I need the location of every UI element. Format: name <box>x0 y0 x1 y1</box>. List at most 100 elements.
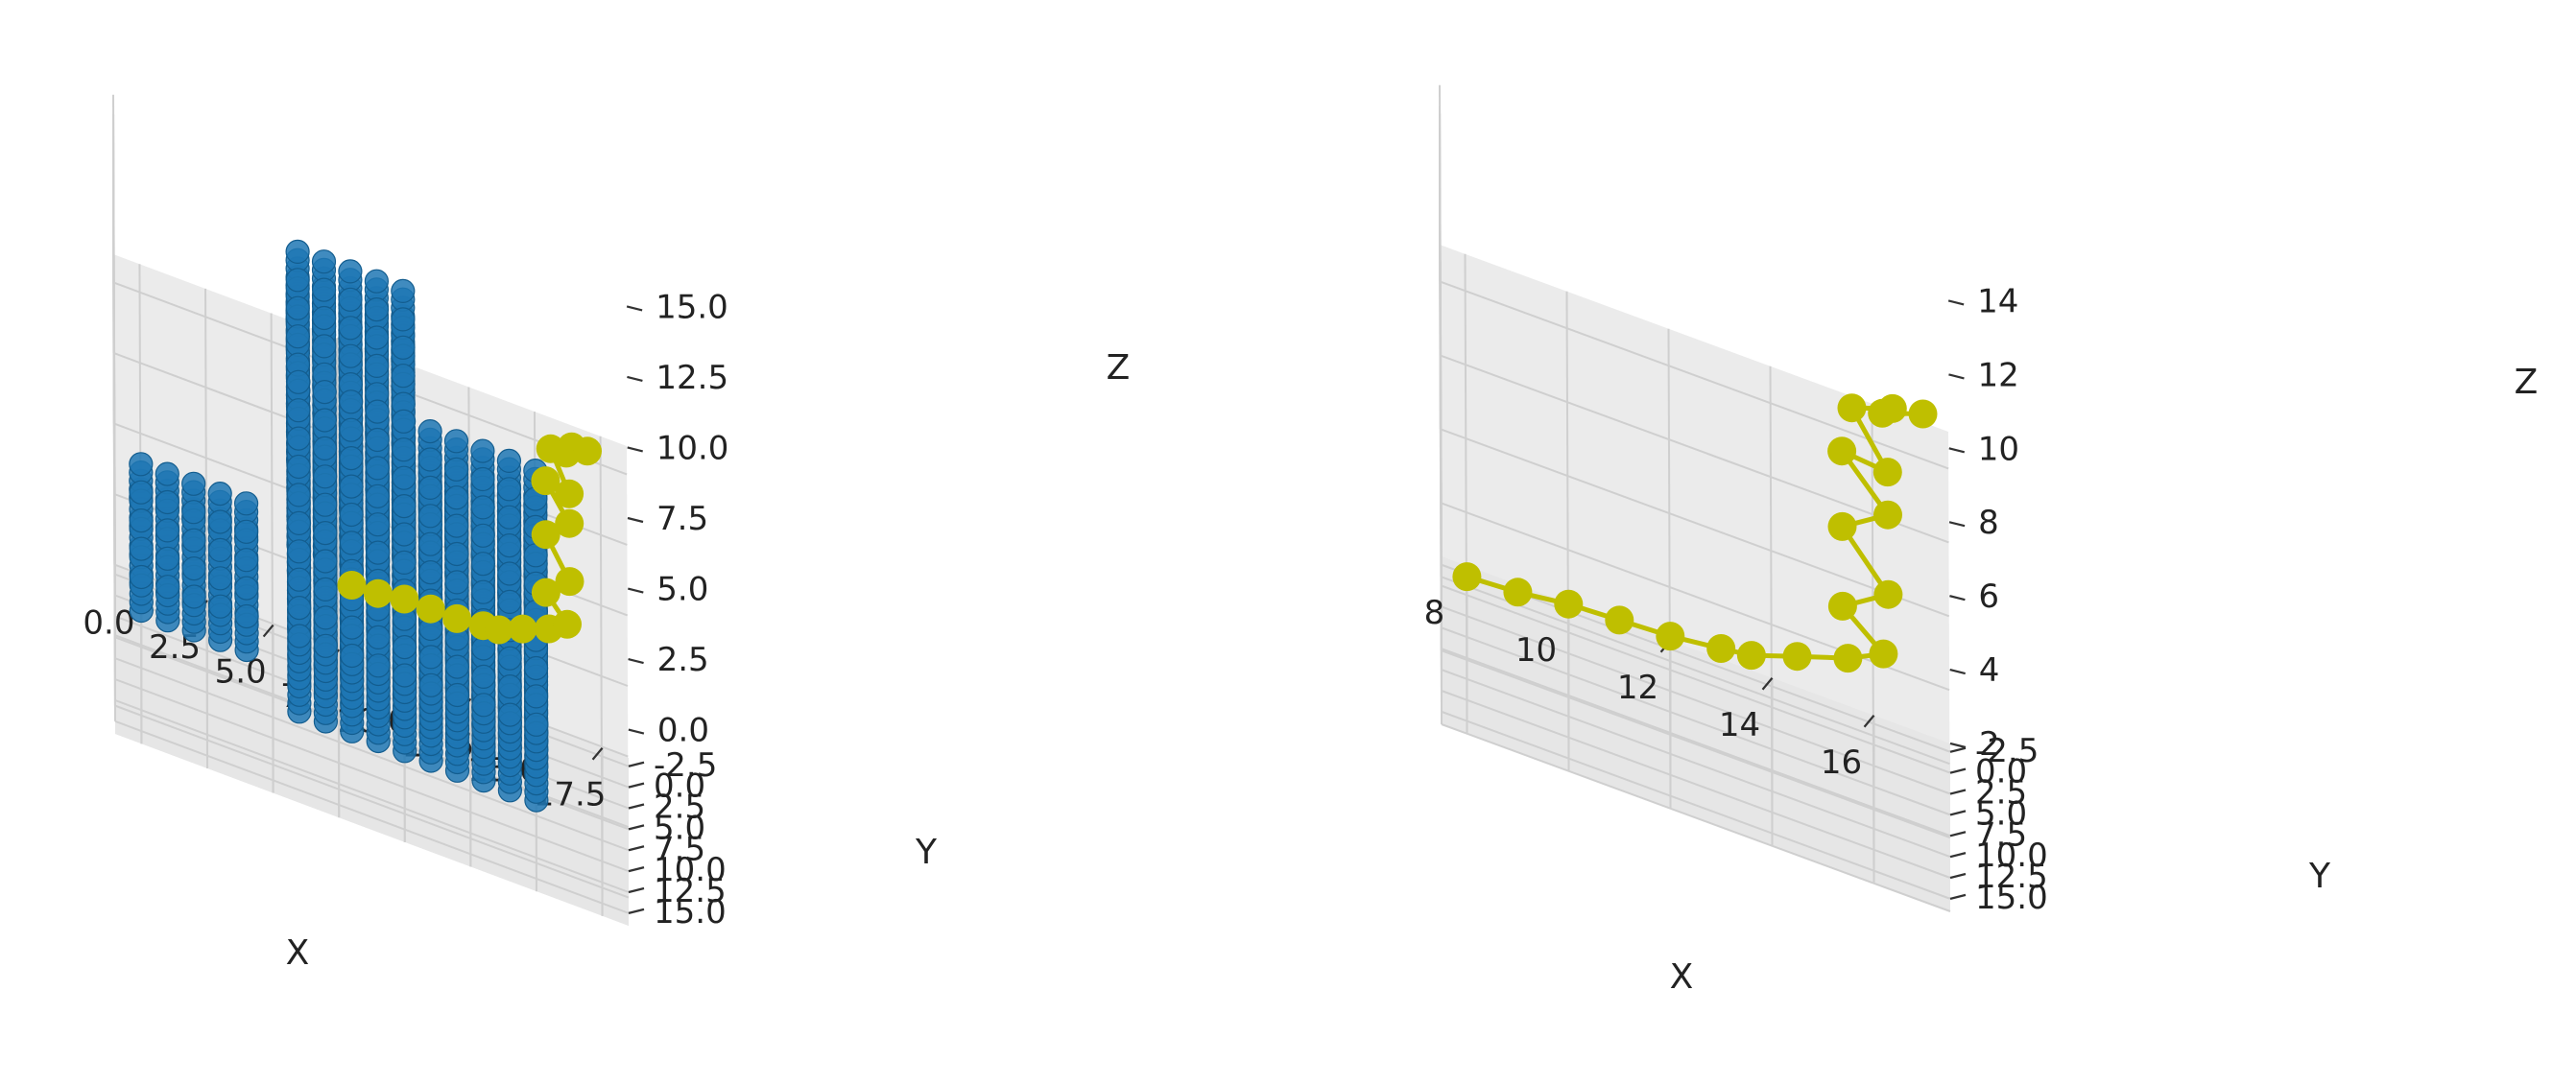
y-tick <box>1949 893 1967 900</box>
voxel-point <box>470 466 495 492</box>
y-tick <box>1949 767 1967 774</box>
voxel-point <box>313 549 338 574</box>
voxel-point <box>366 653 391 678</box>
voxel-point <box>470 579 496 604</box>
voxel-point <box>470 495 495 520</box>
path-point <box>1827 511 1857 541</box>
axis-ticks: 0.02.55.07.510.012.515.017.5-2.50.02.55.… <box>83 288 728 931</box>
voxel-point <box>366 512 391 537</box>
voxel-point <box>286 398 311 423</box>
grid-line-z <box>1440 428 1950 618</box>
z-tick <box>1949 595 1966 601</box>
y-tick-label: 0.0 <box>1975 753 2027 791</box>
path-point <box>1868 398 1897 428</box>
grid-line-x <box>1667 328 1672 809</box>
voxel-point <box>155 546 180 571</box>
voxel-point <box>285 295 310 320</box>
grid-line-y <box>114 719 630 914</box>
path-point <box>1706 634 1736 663</box>
z-tick-label: 6 <box>1978 578 1999 616</box>
z-tick <box>1948 447 1966 454</box>
z-tick <box>627 516 644 524</box>
path-point <box>1827 591 1857 621</box>
grid-line-y <box>1441 710 1951 900</box>
y-tick-label: -2.5 <box>654 746 717 785</box>
voxel-point <box>234 603 259 629</box>
voxel-point <box>286 510 312 536</box>
path-point <box>552 438 582 468</box>
voxel-point <box>392 550 417 576</box>
voxel-point <box>155 461 179 486</box>
grid-line-y <box>1441 690 1951 879</box>
x-tick <box>591 747 604 761</box>
y-tick <box>1949 746 1967 753</box>
y-tick <box>628 803 645 810</box>
voxel-point <box>181 471 206 496</box>
z-tick-label: 8 <box>1978 504 1999 542</box>
path-point <box>531 466 561 496</box>
grid-line-z <box>1439 280 1949 470</box>
path-point <box>531 578 561 607</box>
voxel-point <box>418 672 443 697</box>
voxel-point <box>391 307 416 332</box>
voxel-point <box>444 570 469 595</box>
voxel-point <box>207 566 233 591</box>
voxel-point <box>287 624 312 649</box>
grid-line-z <box>1441 723 1951 912</box>
z-tick-label: 10.0 <box>656 429 729 467</box>
path-point <box>573 436 602 466</box>
path-point <box>1873 500 1902 530</box>
grid-line-y <box>114 657 630 852</box>
path-point <box>1908 399 1938 429</box>
path-point <box>1452 562 1482 592</box>
path-point <box>555 567 584 597</box>
voxel-point <box>365 353 390 378</box>
voxel-point <box>497 532 522 558</box>
y-tick-label: 15.0 <box>654 893 727 932</box>
x-tick-label: 16 <box>1821 743 1862 782</box>
y-tick <box>628 782 645 789</box>
x-tick <box>1761 677 1774 691</box>
voxel-point <box>312 380 337 405</box>
grid-line-y <box>1441 626 1951 816</box>
voxel-point <box>391 335 416 360</box>
path-point <box>416 594 445 624</box>
z-tick-label: 14 <box>1977 282 2018 320</box>
voxel-point <box>339 446 364 471</box>
voxel-point <box>313 633 338 658</box>
voxel-point <box>497 673 522 699</box>
voxel-point <box>392 437 417 462</box>
voxel-point <box>365 456 390 481</box>
voxel-point <box>392 493 417 519</box>
voxel-point <box>391 278 416 303</box>
path-point <box>1827 436 1857 466</box>
y-tick-label: 2.5 <box>1975 774 2027 813</box>
z-tick-label: 7.5 <box>656 500 708 538</box>
voxel-point <box>313 492 338 517</box>
voxel-point <box>181 555 206 581</box>
voxel-point <box>313 520 338 546</box>
path-point <box>1736 641 1766 671</box>
z-tick-label: 4 <box>1979 651 2000 690</box>
voxel-point <box>497 561 522 586</box>
voxel-point <box>207 509 232 534</box>
right-plot-canvas: 8 10 12 14 16 -2.50.02.55.07.510.012.515.0 2 4 6… <box>1424 77 2538 997</box>
x-tick-label: 8 <box>1424 594 1445 632</box>
voxel-point <box>444 485 469 510</box>
axis-ticks: 8 10 12 14 16 -2.50.02.55.07.510.012.515.0 2 4 6… <box>1424 282 2048 916</box>
right-3d-plot: 8 10 12 14 16 -2.5 0.0 2.5 5.0 7.5 10.0 12.5 15.0 2 4 6… <box>1288 0 2576 1085</box>
data-series <box>1452 393 1938 673</box>
y-tick <box>1949 789 1967 795</box>
x-tick-label: 0.0 <box>83 603 134 642</box>
voxel-point <box>286 454 311 480</box>
voxel-point <box>470 438 495 463</box>
z-tick <box>627 446 643 453</box>
grid-line-z <box>114 704 630 899</box>
z-tick-label: 15.0 <box>656 288 728 326</box>
voxel-point <box>418 559 443 585</box>
voxel-point <box>311 249 337 274</box>
voxel-point <box>312 305 337 331</box>
y-tick <box>1949 810 1967 816</box>
voxel-point <box>497 702 523 727</box>
path-point <box>1605 605 1634 635</box>
